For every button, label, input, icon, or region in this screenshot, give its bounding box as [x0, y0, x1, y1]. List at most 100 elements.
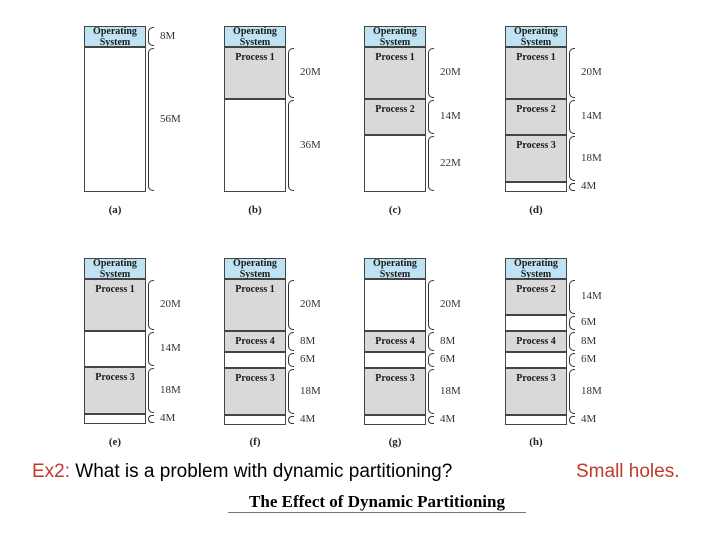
free-hole-block	[364, 352, 426, 368]
os-block: Operating System	[505, 258, 567, 279]
process-block: Process 1	[224, 279, 286, 331]
size-brace	[288, 280, 294, 330]
size-label: 8M	[160, 29, 176, 42]
size-label: 20M	[300, 66, 321, 78]
size-label: 20M	[440, 66, 461, 78]
memory-diagram: Operating System Process 1 20M Process 2 14M…	[364, 26, 504, 226]
process-block: Process 2	[505, 279, 567, 315]
size-label: 4M	[440, 413, 456, 425]
size-brace	[569, 353, 575, 367]
free-hole-block	[505, 352, 567, 368]
diagram-label: (c)	[388, 204, 402, 216]
size-label: 22M	[440, 156, 461, 169]
block-label: Process 3	[516, 373, 556, 384]
size-brace	[569, 183, 575, 191]
size-brace	[569, 416, 575, 424]
size-brace	[288, 416, 294, 424]
size-label: 18M	[300, 384, 321, 397]
process-block: Process 1	[364, 47, 426, 99]
size-label: 4M	[581, 413, 597, 425]
process-block: Process 3	[224, 368, 286, 415]
block-label: Process 2	[516, 284, 556, 295]
diagram-label: (a)	[108, 204, 122, 216]
size-brace	[428, 136, 434, 191]
size-label: 4M	[300, 413, 316, 425]
free-hole-block	[364, 415, 426, 425]
block-label: Process 1	[95, 284, 135, 295]
block-label: Process 3	[95, 372, 135, 383]
os-block: Operating System	[224, 258, 286, 279]
block-label: Process 1	[235, 52, 275, 63]
size-brace	[148, 48, 154, 191]
process-block: Process 3	[505, 368, 567, 415]
size-brace	[428, 416, 434, 424]
size-brace	[428, 369, 434, 414]
os-block: Operating System	[364, 26, 426, 47]
process-block: Process 3	[364, 368, 426, 415]
block-label: Process 3	[516, 140, 556, 151]
size-brace	[148, 415, 154, 423]
memory-diagram: Operating System Process 2 14M 6M Process 4 8…	[505, 258, 645, 458]
diagram-label: (b)	[248, 204, 262, 216]
memory-diagram: Operating System Process 1 20M 36M (b)	[224, 26, 364, 226]
size-label: 20M	[300, 298, 321, 310]
diagram-label: (g)	[388, 436, 402, 448]
question-text: Ex2: What is a problem with dynamic part…	[32, 461, 452, 483]
free-hole-block	[84, 331, 146, 367]
block-label: Process 4	[235, 336, 275, 347]
block-label: Process 4	[516, 336, 556, 347]
size-label: 14M	[160, 342, 181, 354]
size-label: 4M	[581, 180, 597, 192]
process-block: Process 4	[505, 331, 567, 352]
size-label: 14M	[440, 110, 461, 122]
size-brace	[288, 332, 294, 351]
free-hole-block	[364, 279, 426, 331]
process-block: Process 4	[224, 331, 286, 352]
size-label: 6M	[440, 353, 456, 365]
size-label: 14M	[581, 110, 602, 122]
size-label: 6M	[581, 353, 597, 365]
process-block: Process 3	[84, 367, 146, 414]
free-hole-block	[224, 415, 286, 425]
size-brace	[288, 369, 294, 414]
os-block: Operating System	[505, 26, 567, 47]
size-brace	[569, 136, 575, 181]
block-label: Operating System	[514, 26, 558, 48]
process-block: Process 1	[84, 279, 146, 331]
process-block: Process 1	[505, 47, 567, 99]
size-label: 8M	[300, 334, 316, 347]
size-brace	[569, 316, 575, 330]
question-prefix: Ex2:	[32, 461, 71, 482]
free-hole-block	[84, 47, 146, 192]
size-label: 36M	[300, 138, 321, 151]
size-brace	[428, 100, 434, 134]
size-brace	[288, 100, 294, 191]
diagram-label: (f)	[249, 436, 261, 448]
size-label: 18M	[160, 383, 181, 396]
size-brace	[428, 48, 434, 98]
size-label: 20M	[440, 298, 461, 310]
os-block: Operating System	[224, 26, 286, 47]
block-label: Operating System	[233, 258, 277, 280]
process-block: Process 2	[505, 99, 567, 135]
process-block: Process 1	[224, 47, 286, 99]
size-brace	[569, 280, 575, 314]
size-label: 8M	[581, 334, 597, 347]
block-label: Process 2	[516, 104, 556, 115]
size-brace	[428, 332, 434, 351]
memory-diagram: Operating System Process 1 20M Process 4 8M 6…	[224, 258, 364, 458]
size-brace	[428, 353, 434, 367]
size-brace	[569, 100, 575, 134]
size-label: 8M	[440, 334, 456, 347]
size-brace	[148, 27, 154, 46]
block-label: Process 3	[235, 373, 275, 384]
size-brace	[428, 280, 434, 330]
block-label: Process 1	[375, 52, 415, 63]
size-label: 56M	[160, 112, 181, 125]
size-brace	[288, 48, 294, 98]
free-hole-block	[505, 182, 567, 192]
block-label: Operating System	[233, 26, 277, 48]
size-label: 6M	[300, 353, 316, 365]
block-label: Process 4	[375, 336, 415, 347]
size-brace	[148, 368, 154, 413]
